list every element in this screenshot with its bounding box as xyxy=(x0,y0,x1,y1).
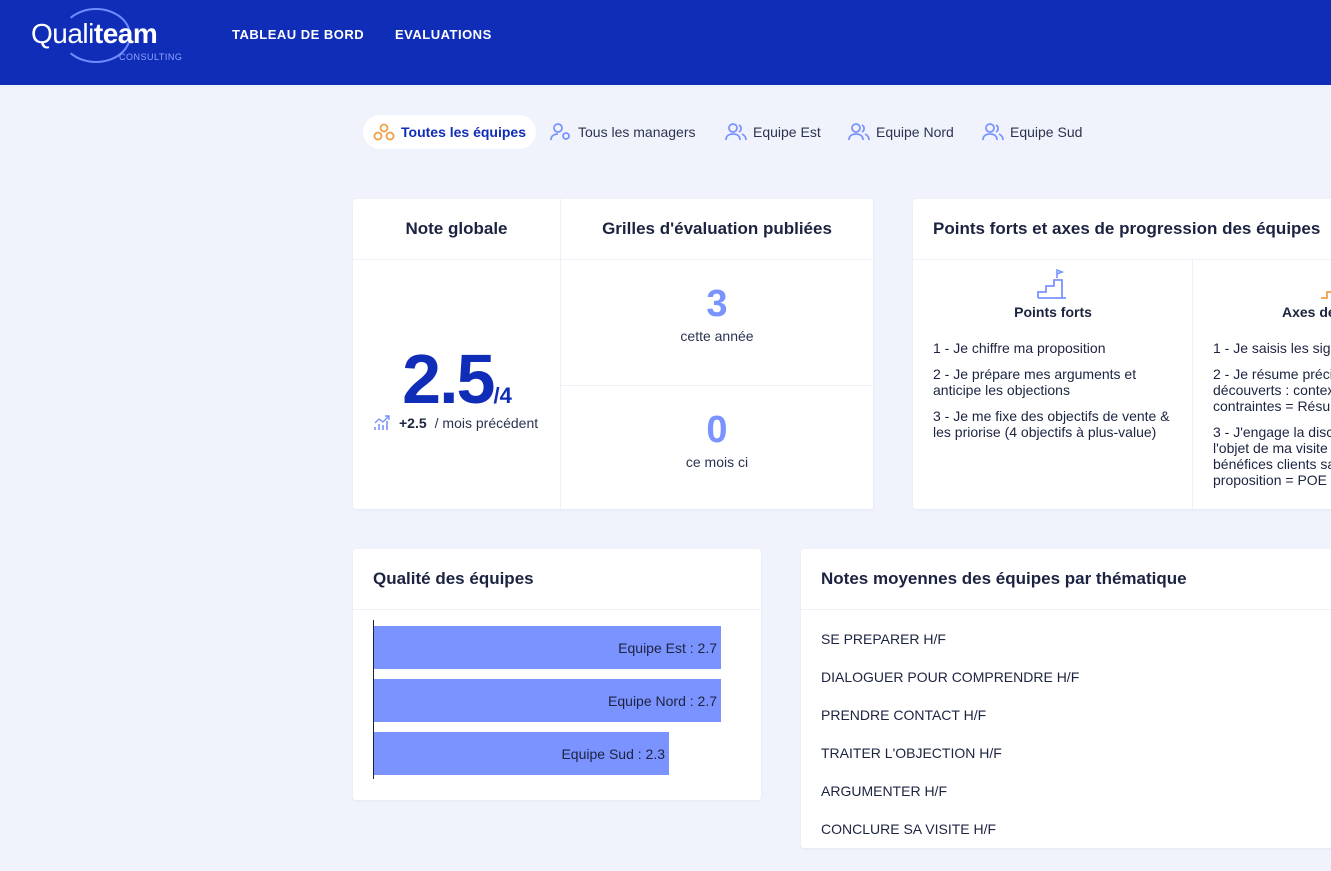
podium-flag-icon xyxy=(1037,268,1066,299)
tab-label: Equipe Est xyxy=(753,124,821,140)
theme-averages-card: Notes moyennes des équipes par thématiqu… xyxy=(801,549,1331,848)
score-summary-card: Note globale 2.5/4 +2.5 / mois précédent… xyxy=(353,199,873,509)
trend-value: +2.5 xyxy=(399,415,427,431)
score-trend: +2.5 / mois précédent xyxy=(373,415,538,431)
logo-wordmark: Qualiteam xyxy=(31,18,158,49)
theme-averages-title: Notes moyennes des équipes par thématiqu… xyxy=(801,549,1331,610)
trending-up-icon xyxy=(374,415,390,430)
strengths-title: Points forts et axes de progression des … xyxy=(913,199,1331,260)
divider xyxy=(561,385,873,386)
chart-bar-equipe-sud: Equipe Sud : 2.3 xyxy=(374,732,669,775)
strengths-card: Points forts et axes de progression des … xyxy=(913,199,1331,509)
users-icon xyxy=(848,123,870,141)
grids-month-count: 0 xyxy=(706,409,728,451)
grids-month-stat: 0 ce mois ci xyxy=(561,409,873,470)
global-score-panel: Note globale 2.5/4 +2.5 / mois précédent xyxy=(353,199,561,509)
theme-row: TRAITER L'OBJECTION H/F xyxy=(821,745,1002,761)
theme-row: CONCLURE SA VISITE H/F xyxy=(821,821,997,837)
top-navigation-bar: Qualiteam CONSULTING TABLEAU DE BORD EVA… xyxy=(0,0,1331,85)
list-item: 1 - Je chiffre ma proposition xyxy=(933,340,1106,356)
teams-icon xyxy=(373,123,395,141)
grids-year-label: cette année xyxy=(680,328,754,344)
progress-axes-panel: Axes de 1 - Je saisis les sig 2 - Je rés… xyxy=(1193,260,1331,509)
tab-equipe-nord[interactable]: Equipe Nord xyxy=(838,115,964,149)
list-item: 2 - Je prépare mes arguments et anticipe… xyxy=(933,366,1137,398)
list-item: 3 - J'engage la disc l'objet de ma visit… xyxy=(1213,424,1331,488)
tab-toutes-les-equipes[interactable]: Toutes les équipes xyxy=(363,115,536,149)
chart-bar-equipe-est: Equipe Est : 2.7 xyxy=(374,626,721,669)
theme-list: SE PREPARER H/F DIALOGUER POUR COMPRENDR… xyxy=(821,631,1079,848)
theme-row: SE PREPARER H/F xyxy=(821,631,946,647)
tab-label: Equipe Nord xyxy=(876,124,954,140)
nav-evaluations[interactable]: EVALUATIONS xyxy=(395,27,492,42)
users-icon xyxy=(982,123,1004,141)
published-grids-panel: Grilles d'évaluation publiées 3 cette an… xyxy=(561,199,873,509)
grids-month-label: ce mois ci xyxy=(685,454,749,470)
grids-year-stat: 3 cette année xyxy=(561,283,873,344)
users-icon xyxy=(725,123,747,141)
list-item: 2 - Je résume préci découverts : contex … xyxy=(1213,366,1331,414)
list-item: 3 - Je me fixe des objectifs de vente & … xyxy=(933,408,1170,440)
published-grids-title: Grilles d'évaluation publiées xyxy=(561,199,873,260)
grids-year-count: 3 xyxy=(706,283,728,325)
strong-points-list: 1 - Je chiffre ma proposition 2 - Je pré… xyxy=(933,340,1178,450)
strong-points-panel: Points forts 1 - Je chiffre ma propositi… xyxy=(913,260,1193,509)
theme-row: PRENDRE CONTACT H/F xyxy=(821,707,987,723)
tab-tous-les-managers[interactable]: Tous les managers xyxy=(540,115,706,149)
chart-axis-line xyxy=(373,620,374,779)
list-item: 1 - Je saisis les sig xyxy=(1213,340,1331,356)
chart-bar-label: Equipe Nord : 2.7 xyxy=(608,692,717,709)
team-quality-card: Qualité des équipes Equipe Est : 2.7 Equi… xyxy=(353,549,761,800)
chart-bar-label: Equipe Est : 2.7 xyxy=(618,639,717,656)
theme-row: ARGUMENTER H/F xyxy=(821,783,947,799)
strong-points-title: Points forts xyxy=(1014,304,1092,320)
logo-ring-graphic xyxy=(61,8,131,63)
progress-axes-list: 1 - Je saisis les sig 2 - Je résume préc… xyxy=(1213,340,1331,498)
tab-label: Tous les managers xyxy=(578,124,696,140)
chart-bar-label: Equipe Sud : 2.3 xyxy=(561,745,665,762)
nav-tableau-de-bord[interactable]: TABLEAU DE BORD xyxy=(232,27,365,42)
global-score-title: Note globale xyxy=(353,199,560,260)
stairs-icon xyxy=(1321,291,1331,299)
logo-subtitle: CONSULTING xyxy=(119,52,183,62)
global-score-value: 2.5/4 xyxy=(402,340,512,418)
tab-equipe-sud[interactable]: Equipe Sud xyxy=(972,115,1092,149)
user-gear-icon xyxy=(550,123,570,141)
chart-bar-equipe-nord: Equipe Nord : 2.7 xyxy=(374,679,721,722)
tab-label: Equipe Sud xyxy=(1010,124,1083,140)
team-quality-bar-chart: Equipe Est : 2.7 Equipe Nord : 2.7 Equipe … xyxy=(373,620,743,780)
team-quality-title: Qualité des équipes xyxy=(353,549,761,610)
trend-label: / mois précédent xyxy=(434,415,539,431)
qualiteam-logo[interactable]: Qualiteam CONSULTING xyxy=(31,8,191,68)
progress-axes-title: Axes de xyxy=(1282,304,1331,320)
theme-row: DIALOGUER POUR COMPRENDRE H/F xyxy=(821,669,1080,685)
tab-label: Toutes les équipes xyxy=(401,124,526,140)
tab-equipe-est[interactable]: Equipe Est xyxy=(715,115,831,149)
